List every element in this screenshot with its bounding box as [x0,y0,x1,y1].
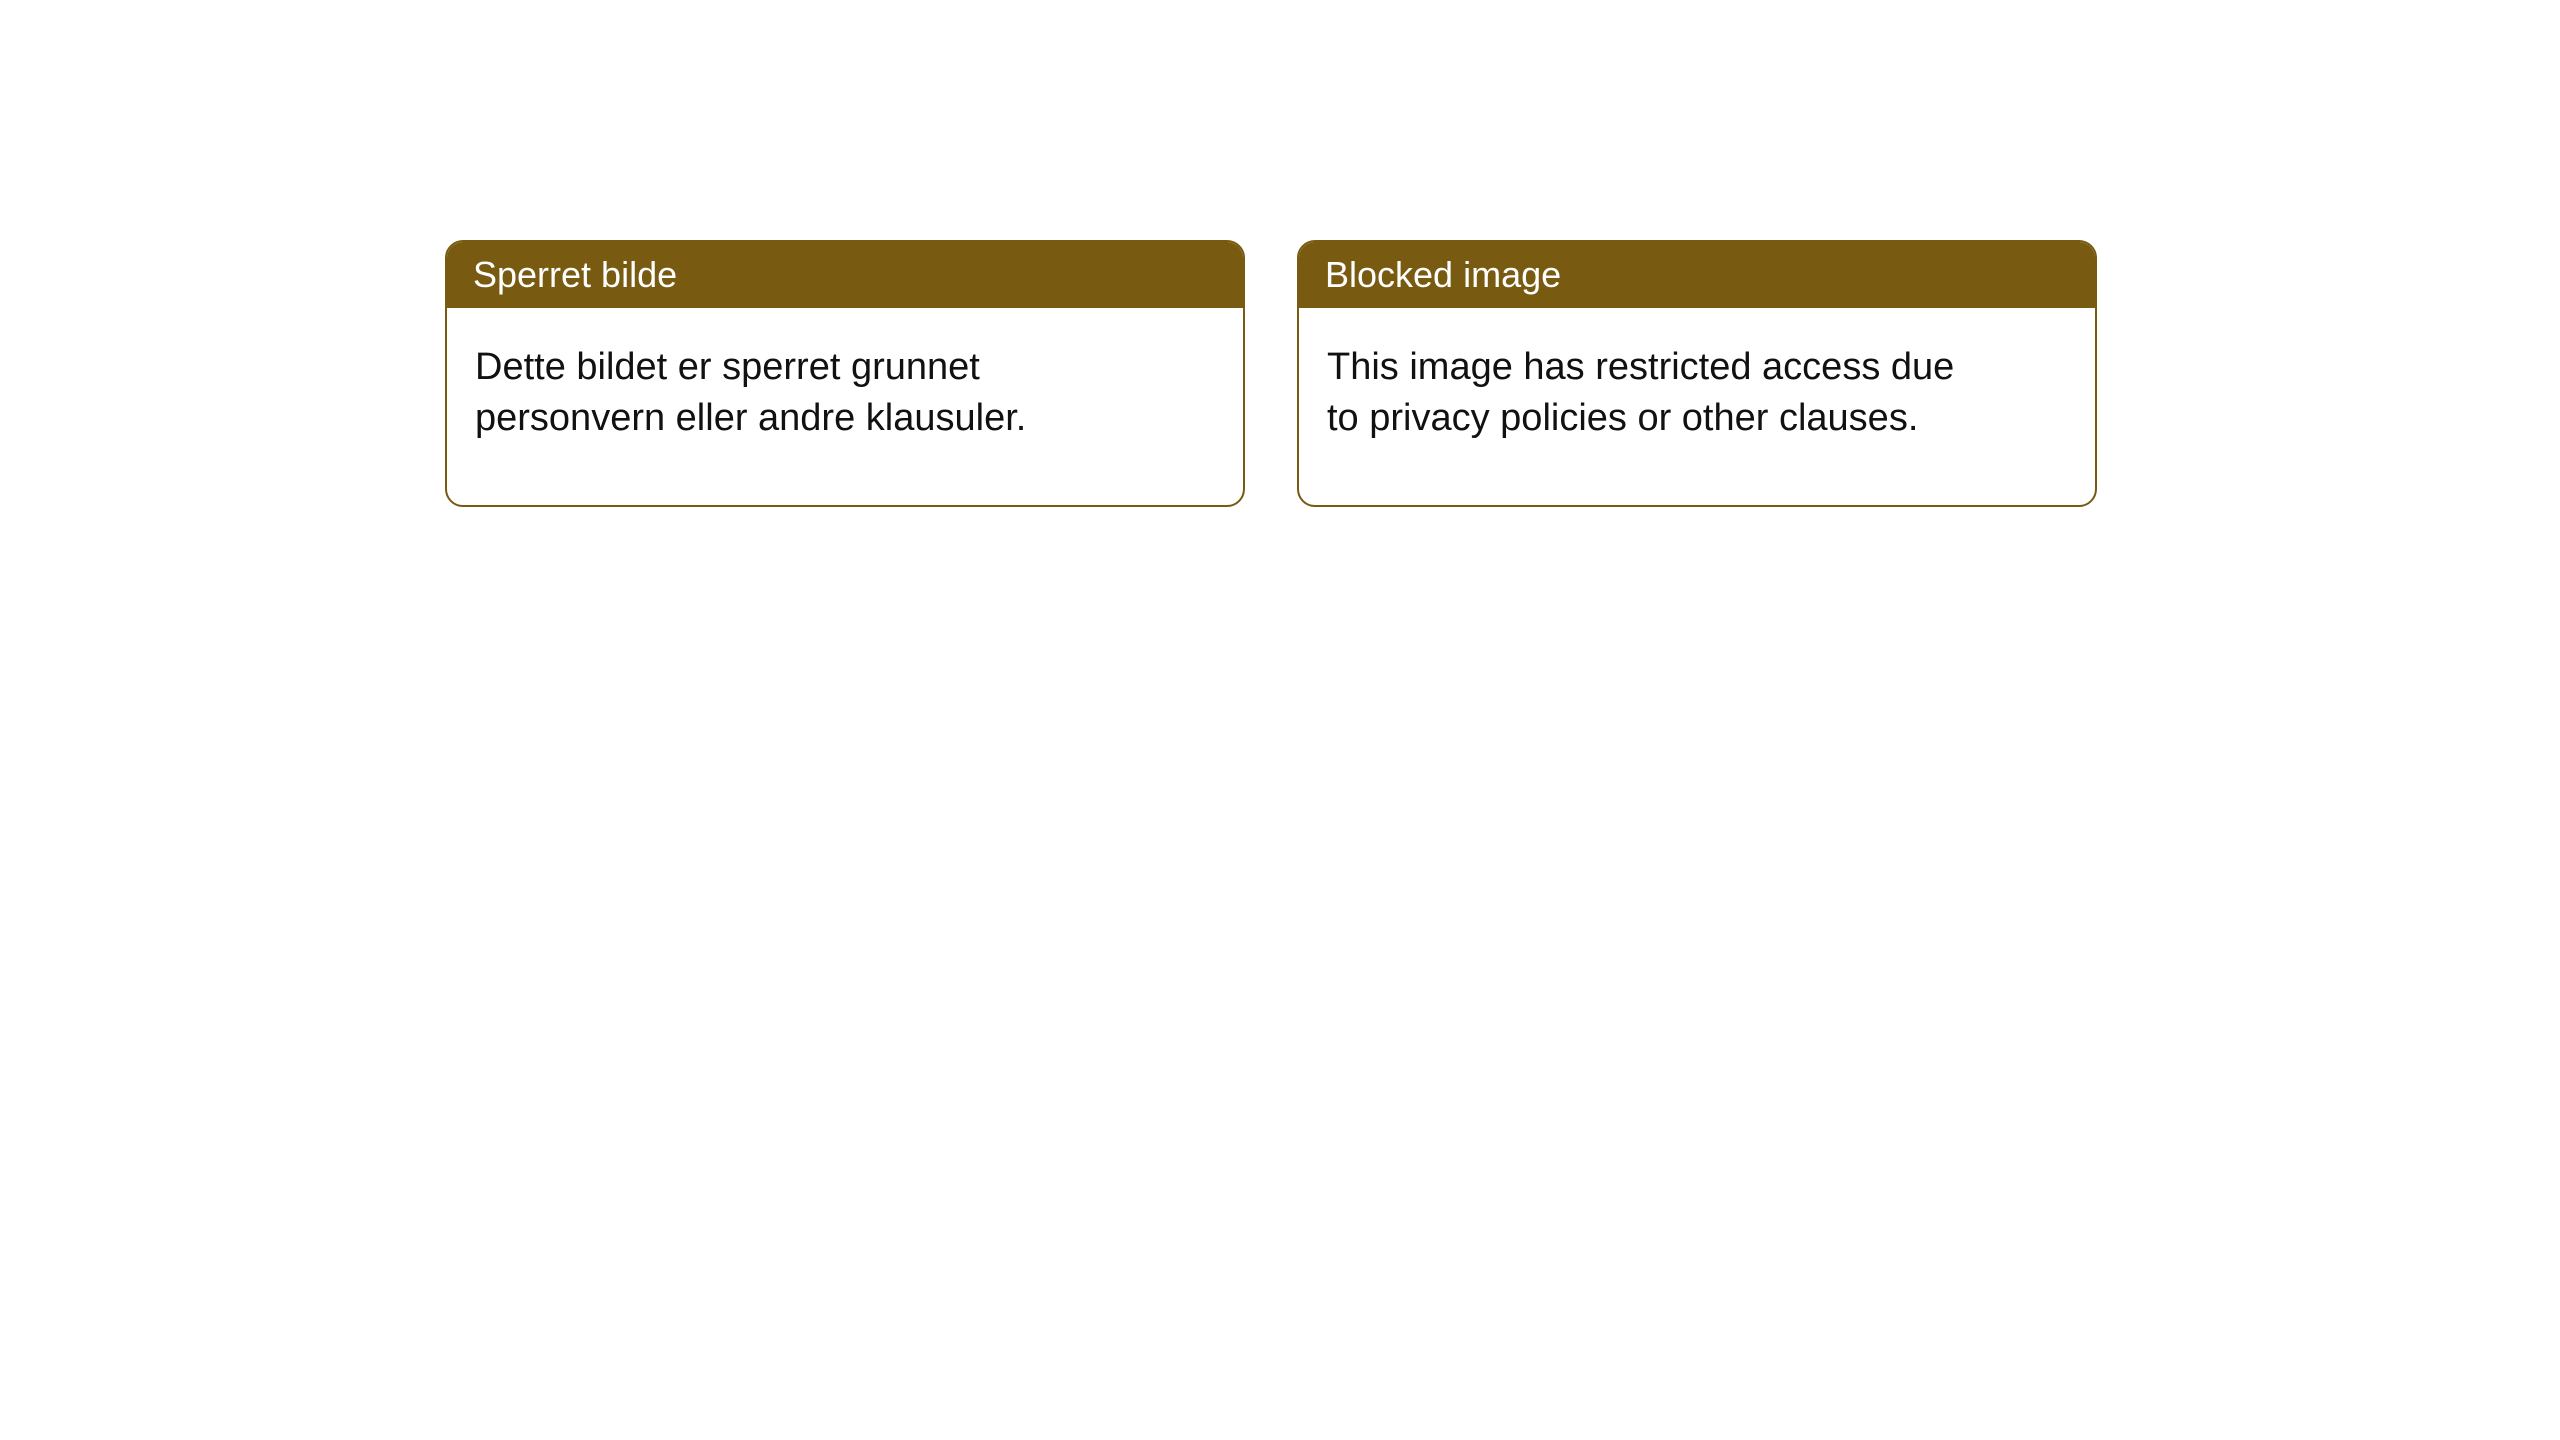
notice-card-norwegian: Sperret bilde Dette bildet er sperret gr… [445,240,1245,507]
notice-header: Sperret bilde [447,242,1243,308]
notice-body: This image has restricted access due to … [1299,308,2095,505]
notice-title: Blocked image [1325,254,1561,295]
notice-body-text: This image has restricted access due to … [1327,342,1967,445]
notice-body: Dette bildet er sperret grunnet personve… [447,308,1243,505]
notice-body-text: Dette bildet er sperret grunnet personve… [475,342,1115,445]
notice-card-english: Blocked image This image has restricted … [1297,240,2097,507]
notices-container: Sperret bilde Dette bildet er sperret gr… [445,240,2560,507]
notice-header: Blocked image [1299,242,2095,308]
notice-title: Sperret bilde [473,254,677,295]
